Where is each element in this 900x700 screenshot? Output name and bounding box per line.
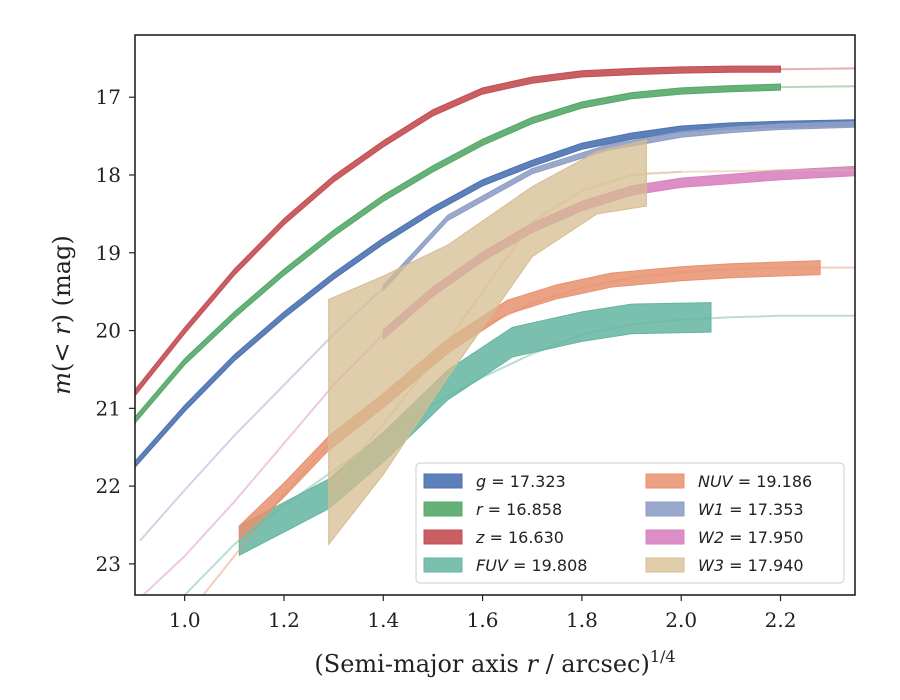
y-tick-label: 21 [96, 396, 121, 420]
y-tick-label: 19 [96, 241, 121, 265]
x-tick-label: 1.6 [467, 608, 499, 632]
x-tick-label: 1.0 [169, 608, 201, 632]
legend-item-w2: W2 = 17.950 [645, 528, 804, 547]
legend-swatch [423, 473, 463, 489]
legend-box [415, 462, 845, 584]
legend-swatch [645, 557, 685, 573]
series-g [135, 119, 855, 469]
series-w3-model-line-2 [646, 169, 855, 175]
y-axis-ticks: 17 18 19 20 21 22 23 [96, 85, 135, 576]
legend-item-r: r = 16.858 [423, 500, 562, 519]
series-layer [135, 65, 855, 595]
legend-item-w1: W1 = 17.353 [645, 500, 804, 519]
x-tick-label: 1.2 [268, 608, 300, 632]
y-tick-label: 20 [96, 319, 121, 343]
legend-item-w3: W3 = 17.940 [645, 556, 804, 575]
y-axis-label: m(< r) (mag) [48, 235, 76, 395]
legend-swatch [423, 557, 463, 573]
legend-label: g = 17.323 [476, 472, 566, 491]
legend-swatch [423, 501, 463, 517]
legend-label: W2 = 17.950 [698, 528, 804, 547]
legend-item-fuv: FUV = 19.808 [423, 556, 587, 575]
series-z-band [135, 65, 781, 397]
legend-label: W1 = 17.353 [698, 500, 804, 519]
plot-frame [134, 34, 856, 596]
y-tick-label: 23 [96, 552, 121, 576]
legend-item-nuv: NUV = 19.186 [645, 472, 812, 491]
y-tick-label: 18 [96, 163, 121, 187]
series-g-band [135, 119, 855, 469]
x-tick-label: 1.8 [566, 608, 598, 632]
series-w3-band [328, 139, 647, 546]
series-z [135, 65, 855, 397]
x-tick-label: 2.0 [665, 608, 697, 632]
legend-label: FUV = 19.808 [476, 556, 587, 575]
legend-label: r = 16.858 [476, 500, 562, 519]
y-tick-label: 17 [96, 85, 121, 109]
x-tick-label: 2.2 [765, 608, 797, 632]
legend-label: z = 16.630 [475, 528, 564, 547]
legend-swatch [423, 529, 463, 545]
series-r-band [135, 83, 781, 424]
x-axis-label: (Semi-major axis r / arcsec)1/4 [314, 647, 675, 678]
legend-item-g: g = 17.323 [423, 472, 566, 491]
legend-swatch [645, 529, 685, 545]
legend-label: W3 = 17.940 [698, 556, 804, 575]
series-z-model-line [780, 67, 855, 71]
series-r [135, 83, 855, 424]
legend: g = 17.323 r = 16.858 z = 16.630 FUV = 19.8… [415, 462, 845, 584]
series-w3 [327, 139, 855, 546]
x-tick-label: 1.4 [367, 608, 399, 632]
legend-item-z: z = 16.630 [423, 528, 564, 547]
legend-swatch [645, 473, 685, 489]
series-w1-band [382, 121, 855, 292]
x-axis-ticks: 1.0 1.2 1.4 1.6 1.8 2.0 2.2 [169, 595, 797, 632]
legend-label: NUV = 19.186 [698, 472, 812, 491]
series-r-model-line [780, 85, 855, 89]
legend-swatch [645, 501, 685, 517]
y-tick-label: 22 [96, 474, 121, 498]
